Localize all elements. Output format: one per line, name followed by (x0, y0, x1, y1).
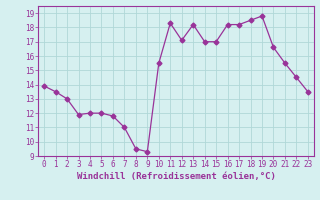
X-axis label: Windchill (Refroidissement éolien,°C): Windchill (Refroidissement éolien,°C) (76, 172, 276, 181)
